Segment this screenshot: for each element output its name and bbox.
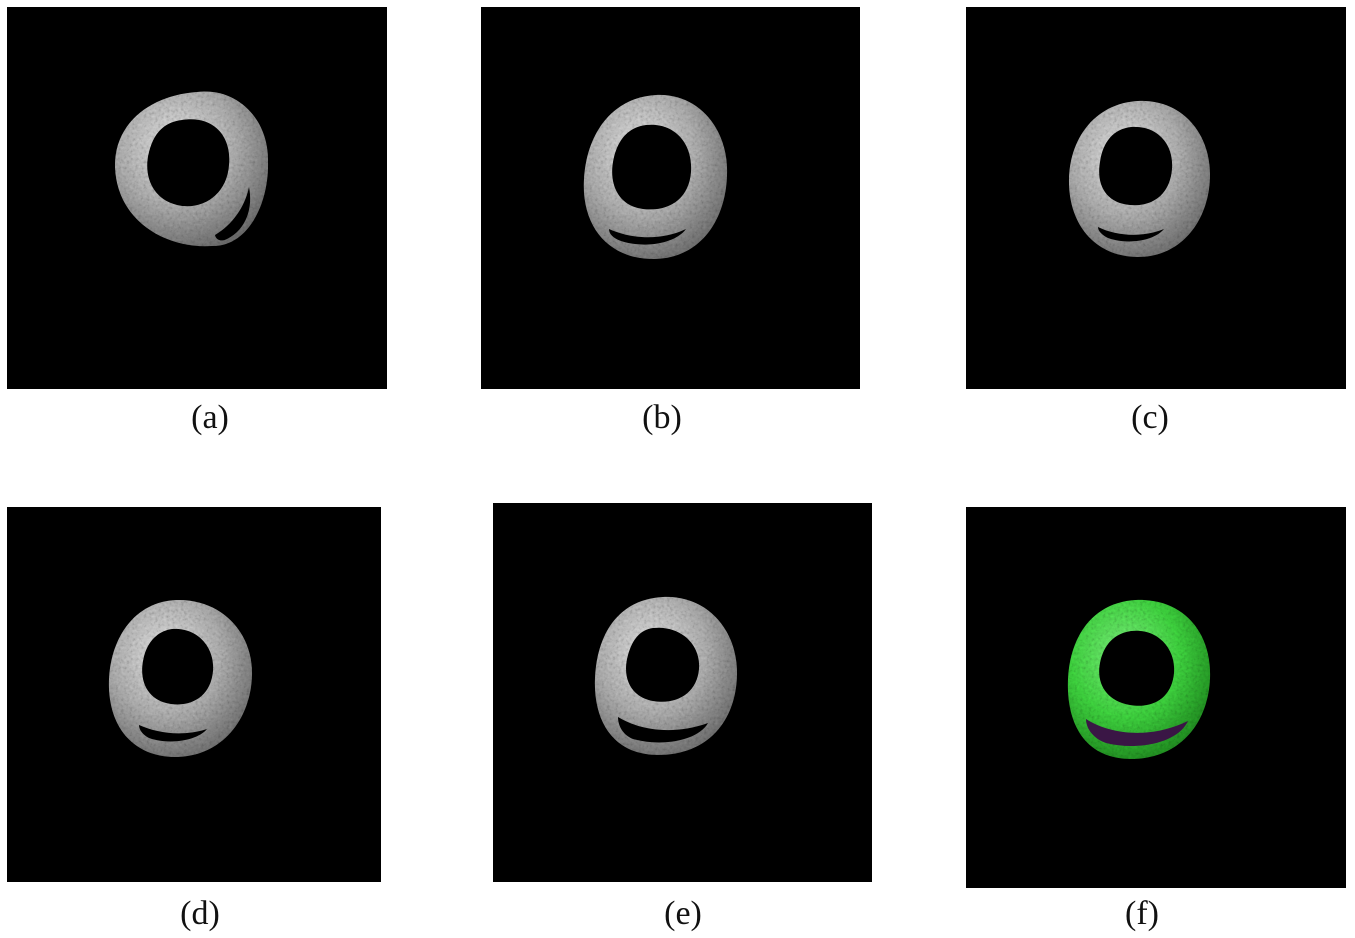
- panel-c-caption: (c): [1131, 399, 1169, 436]
- panel-a-image: [7, 7, 387, 389]
- panel-a-caption: (a): [191, 399, 229, 436]
- panel-b-caption: (b): [642, 399, 682, 436]
- panel-a-ring: [114, 91, 269, 247]
- panel-e-caption: (e): [664, 895, 702, 932]
- panel-b-ring: [583, 94, 728, 259]
- panel-f-image: [966, 507, 1346, 888]
- panel-d-image: [7, 507, 381, 882]
- panel-b-image: [481, 7, 860, 389]
- panel-f-caption: (f): [1125, 895, 1159, 932]
- panel-f-ring: [1067, 599, 1211, 759]
- panel-c-ring: [1068, 100, 1210, 257]
- panel-d-ring: [108, 599, 253, 757]
- panel-c-image: [966, 7, 1346, 389]
- panel-e-ring: [594, 596, 738, 755]
- panel-d-caption: (d): [180, 895, 220, 932]
- panel-e-image: [493, 503, 872, 882]
